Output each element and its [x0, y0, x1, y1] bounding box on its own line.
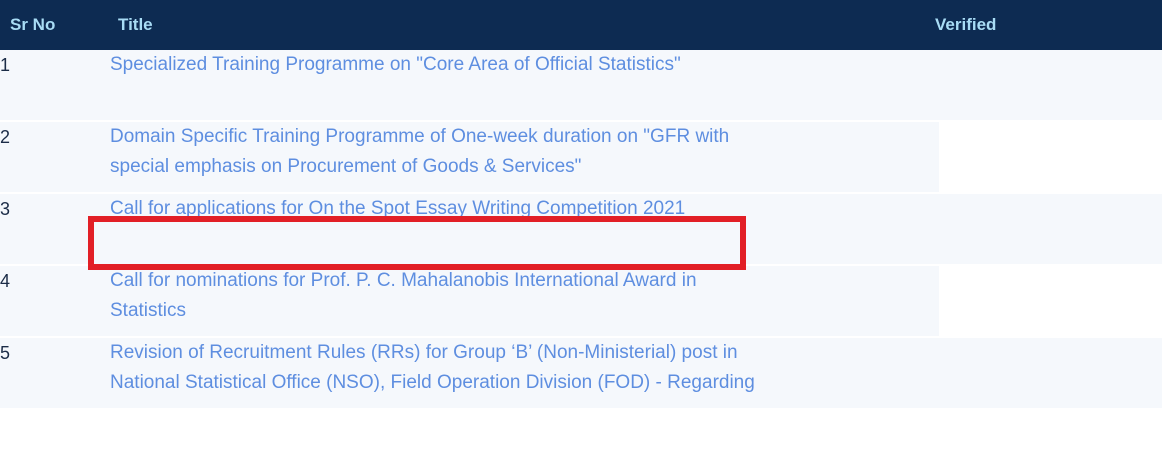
notice-title-link[interactable]: Call for nominations for Prof. P. C. Mah…: [110, 270, 697, 321]
notice-title-link[interactable]: Call for applications for On the Spot Es…: [110, 198, 686, 219]
notice-title-link[interactable]: Revision of Recruitment Rules (RRs) for …: [110, 342, 755, 393]
row-title-cell: Call for nominations for Prof. P. C. Mah…: [110, 265, 913, 338]
verified-status-box: [913, 194, 1162, 264]
table-row: 5 Revision of Recruitment Rules (RRs) fo…: [0, 337, 1162, 410]
row-title-cell: Call for applications for On the Spot Es…: [110, 193, 913, 266]
row-serial-number: 3: [0, 193, 110, 266]
verified-status-box: [939, 266, 1162, 336]
verified-status-box: [913, 50, 1162, 120]
table-header: Sr No Title Verified: [0, 0, 1162, 50]
table-body: 1 Specialized Training Programme on "Cor…: [0, 50, 1162, 410]
table-row: 3 Call for applications for On the Spot …: [0, 193, 1162, 266]
verified-status-box: [939, 122, 1162, 192]
row-verified-cell: [913, 50, 1162, 122]
table-row: 1 Specialized Training Programme on "Cor…: [0, 50, 1162, 122]
row-serial-number: 4: [0, 265, 110, 338]
notice-listing-table: Sr No Title Verified 1 Specialized Train…: [0, 0, 1162, 410]
row-title-cell: Domain Specific Training Programme of On…: [110, 121, 913, 194]
row-serial-number: 1: [0, 50, 110, 122]
table-header-row: Sr No Title Verified: [0, 0, 1162, 50]
row-verified-cell: [913, 337, 1162, 410]
verified-status-box: [913, 338, 1162, 408]
table-row: 4 Call for nominations for Prof. P. C. M…: [0, 265, 1162, 338]
notice-title-link[interactable]: Specialized Training Programme on "Core …: [110, 54, 681, 75]
notice-title-link[interactable]: Domain Specific Training Programme of On…: [110, 126, 730, 177]
column-header-title[interactable]: Title: [118, 15, 153, 34]
row-serial-number: 2: [0, 121, 110, 194]
row-verified-cell: [913, 193, 1162, 266]
column-header-sr-no[interactable]: Sr No: [10, 15, 56, 34]
row-serial-number: 5: [0, 337, 110, 410]
row-title-cell: Revision of Recruitment Rules (RRs) for …: [110, 337, 913, 410]
column-header-verified[interactable]: Verified: [935, 15, 997, 34]
row-verified-cell: [913, 265, 1162, 338]
row-verified-cell: [913, 121, 1162, 194]
row-title-cell: Specialized Training Programme on "Core …: [110, 50, 913, 122]
table-row: 2 Domain Specific Training Programme of …: [0, 121, 1162, 194]
